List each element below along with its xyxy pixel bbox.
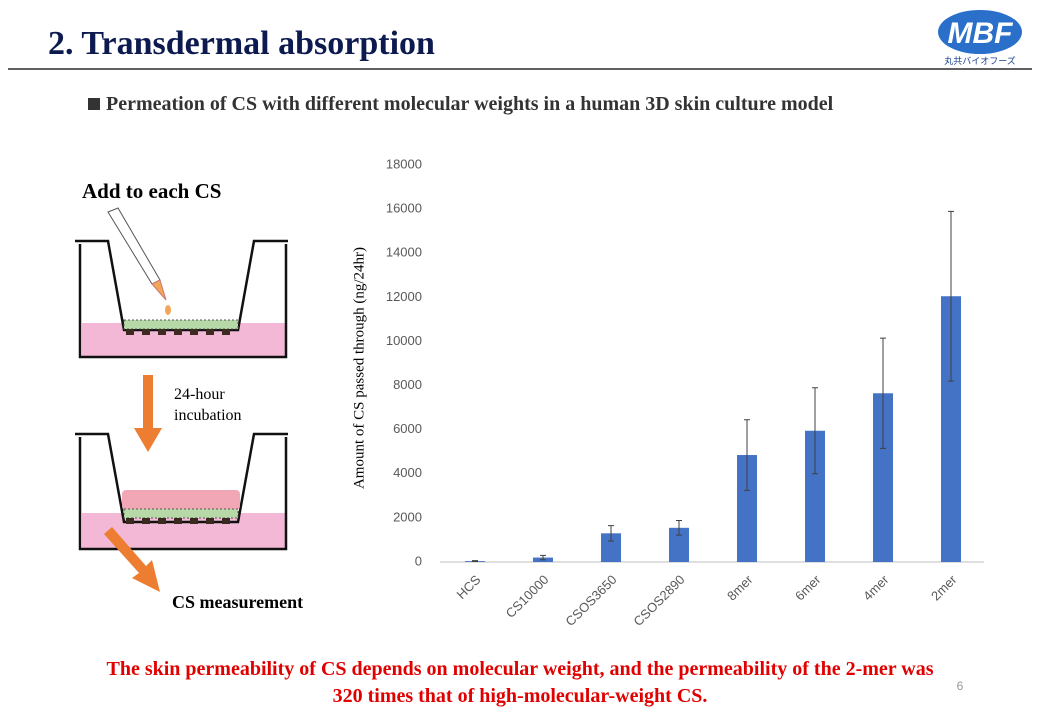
step-label: Add to each CS — [82, 179, 221, 203]
y-tick-label: 8000 — [393, 377, 422, 392]
error-bar — [812, 387, 818, 475]
step-label: CS measurement — [172, 592, 303, 612]
logo: MBF 丸共バイオフーズ — [938, 10, 1022, 66]
y-tick-label: 16000 — [386, 201, 422, 216]
y-tick-label: 14000 — [386, 245, 422, 260]
logo-caption: 丸共バイオフーズ — [944, 55, 1016, 66]
x-tick-label: 6mer — [792, 571, 824, 603]
error-bar — [676, 520, 682, 536]
x-tick-label: 8mer — [724, 571, 756, 603]
slide-title: 2. Transdermal absorption — [48, 25, 435, 62]
y-axis-title: Amount of CS passed through (ng/24hr) — [351, 247, 367, 489]
bar — [737, 455, 757, 562]
error-bar — [948, 210, 954, 382]
diagram: Add to each CS 24-hour incubation CS mea… — [75, 179, 303, 612]
subtitle: Permeation of CS with different molecula… — [106, 93, 834, 115]
error-bar — [608, 525, 614, 542]
conclusion: 320 times that of high-molecular-weight … — [333, 685, 708, 707]
y-tick-label: 18000 — [386, 156, 422, 171]
x-tick-label: 4mer — [860, 571, 892, 603]
bar — [873, 393, 893, 562]
chart: Amount of CS passed through (ng/24hr) 0 2… — [351, 156, 984, 629]
x-tick-label: HCS — [454, 572, 484, 602]
y-tick-label: 2000 — [393, 509, 422, 524]
y-tick-label: 12000 — [386, 289, 422, 304]
error-bar — [880, 337, 886, 449]
error-bar — [540, 554, 546, 561]
step-label: incubation — [174, 407, 242, 424]
x-tick-label: CS10000 — [503, 572, 552, 621]
x-tick-label: CSOS2890 — [630, 572, 687, 629]
step-label: 24-hour — [174, 386, 225, 403]
y-tick-label: 10000 — [386, 333, 422, 348]
x-tick-label: CSOS3650 — [562, 572, 619, 629]
bar — [601, 533, 621, 562]
logo-text: MBF — [948, 17, 1014, 50]
conclusion: The skin permeability of CS depends on m… — [106, 658, 933, 680]
x-tick-label: 2mer — [928, 571, 960, 603]
error-bar — [744, 419, 750, 491]
y-tick-label: 6000 — [393, 421, 422, 436]
error-bar — [472, 560, 478, 563]
page-number: 6 — [957, 679, 964, 693]
bar — [669, 527, 689, 562]
y-tick-label: 4000 — [393, 465, 422, 480]
bar — [805, 430, 825, 562]
bullet — [88, 98, 100, 110]
y-tick-label: 0 — [415, 553, 422, 568]
bar — [941, 296, 961, 562]
